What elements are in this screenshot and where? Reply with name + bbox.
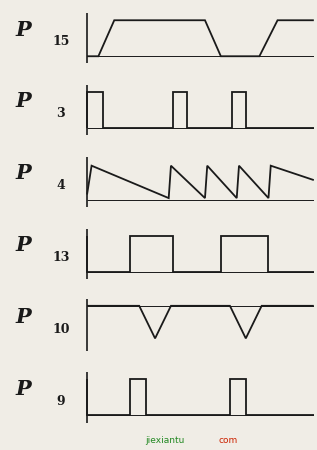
Text: 13: 13 [53, 251, 70, 264]
Text: 3: 3 [56, 107, 65, 120]
Text: 9: 9 [56, 395, 65, 408]
Text: 10: 10 [53, 323, 70, 336]
Text: 4: 4 [56, 179, 65, 192]
Text: P: P [16, 163, 31, 183]
Text: jiexiantu: jiexiantu [145, 436, 184, 445]
Text: P: P [16, 235, 31, 255]
Text: P: P [16, 307, 31, 327]
Text: com: com [219, 436, 238, 445]
Text: P: P [16, 379, 31, 399]
Text: P: P [16, 91, 31, 112]
Text: P: P [16, 20, 31, 40]
Text: 15: 15 [53, 36, 70, 49]
